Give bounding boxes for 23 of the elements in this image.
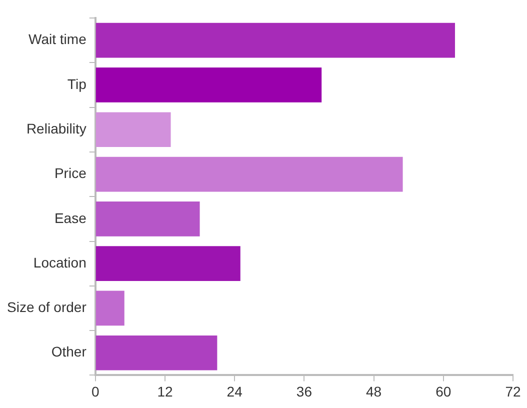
bar (96, 68, 322, 102)
y-tick-label: Other (51, 344, 87, 360)
y-tick-label: Wait time (28, 31, 87, 48)
x-tick-label: 72 (505, 383, 521, 400)
x-tick-label: 12 (157, 383, 173, 400)
bar (96, 246, 240, 281)
x-tick-label: 48 (366, 383, 382, 400)
x-tick-label: 36 (296, 383, 312, 400)
bar (96, 202, 200, 236)
y-tick-label: Ease (54, 210, 87, 226)
x-tick-label: 60 (436, 383, 452, 400)
bar (96, 290, 124, 326)
x-tick-label: 0 (91, 383, 100, 400)
x-tick-label: 24 (226, 383, 243, 400)
bar (96, 112, 171, 148)
y-tick-label: Tip (67, 76, 87, 92)
y-tick-label: Location (33, 254, 86, 270)
y-tick-label: Size of order (6, 299, 87, 316)
bar (96, 156, 403, 192)
y-tick-label: Price (54, 165, 87, 182)
bar (96, 22, 455, 58)
bar (96, 335, 218, 370)
y-tick-label: Reliability (26, 120, 86, 136)
